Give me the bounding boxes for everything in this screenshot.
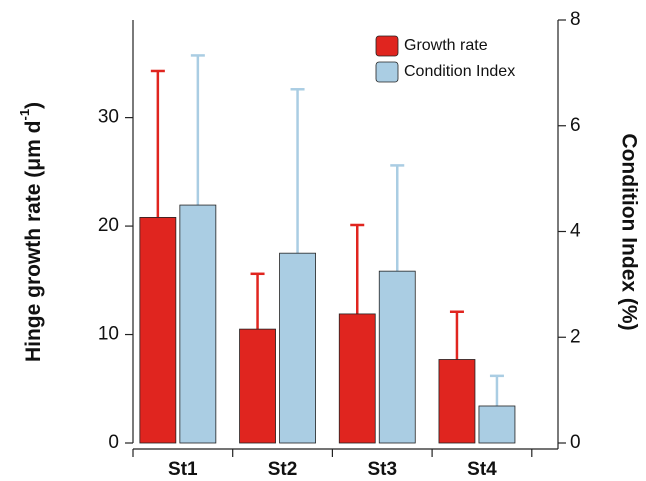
y-tick-label: 30 <box>98 107 119 128</box>
bar <box>438 359 476 444</box>
y-label-end: ) <box>22 102 45 109</box>
bar <box>239 328 276 444</box>
x-tick-label: St4 <box>467 459 497 480</box>
bar <box>478 405 516 444</box>
y2-tick-label: 8 <box>570 9 581 30</box>
y-label-sup: -1 <box>17 109 32 121</box>
legend-label: Growth rate <box>404 37 488 54</box>
legend-swatch <box>375 61 399 83</box>
bar <box>179 204 217 444</box>
bar <box>139 216 177 444</box>
y2-tick-label: 0 <box>570 432 581 453</box>
bar <box>279 252 316 444</box>
bar <box>338 313 376 444</box>
bar <box>378 270 416 444</box>
x-tick-label: St1 <box>168 459 198 480</box>
x-tick-label: St3 <box>367 459 397 480</box>
y2-tick-label: 4 <box>570 221 581 242</box>
x-tick-label: St2 <box>268 459 298 480</box>
y-tick-label: 0 <box>108 432 119 453</box>
legend-label: Condition Index <box>404 63 515 80</box>
y2-tick-label: 2 <box>570 326 581 347</box>
legend-swatch <box>375 35 399 57</box>
y-axis-label: Hinge growth rate (μm d-1) <box>17 102 44 362</box>
y2-tick-label: 6 <box>570 115 581 136</box>
y-tick-label: 20 <box>98 215 119 236</box>
y-tick-label: 10 <box>98 324 119 345</box>
y-label-text: Hinge growth rate (μm d <box>22 121 45 363</box>
y2-axis-label: Condition Index (%) <box>617 133 640 330</box>
